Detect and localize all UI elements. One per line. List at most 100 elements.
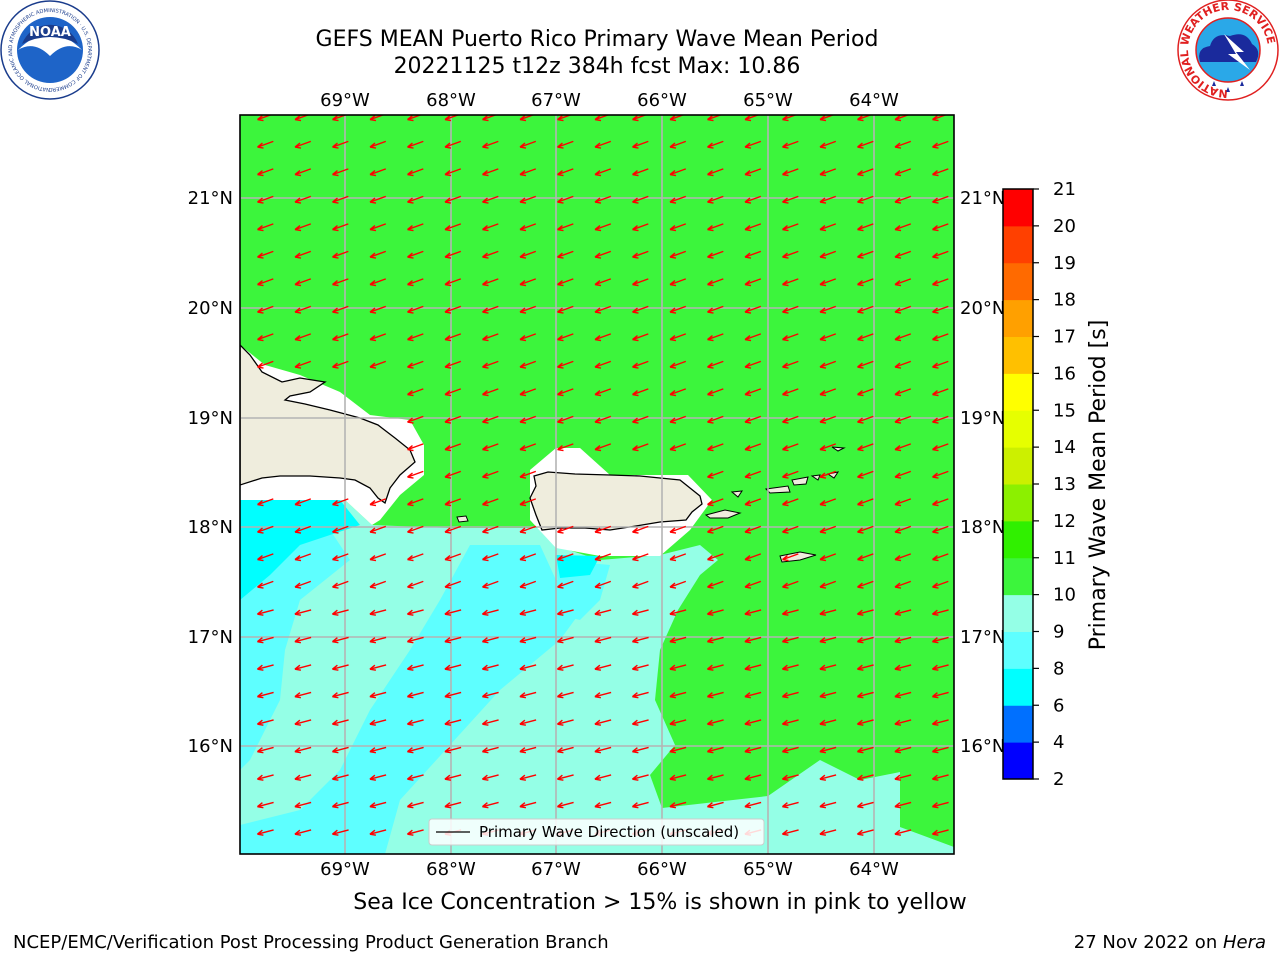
wave-arrow bbox=[444, 470, 462, 479]
wave-arrow bbox=[669, 691, 687, 699]
wave-arrow bbox=[744, 664, 762, 671]
lat-tick-label: 18°N bbox=[188, 517, 233, 538]
wave-arrow bbox=[632, 305, 649, 314]
wave-arrow bbox=[332, 525, 349, 534]
wave-arrow bbox=[294, 250, 312, 259]
wave-arrow bbox=[781, 719, 799, 726]
wave-arrow bbox=[482, 388, 499, 397]
wave-arrow bbox=[706, 746, 724, 754]
wave-arrow bbox=[594, 305, 612, 314]
lat-tick-label: 21°N bbox=[960, 188, 1005, 209]
wave-arrow bbox=[557, 580, 574, 589]
wave-arrow bbox=[894, 691, 912, 699]
wave-arrow bbox=[782, 388, 799, 397]
wave-arrow bbox=[782, 553, 799, 562]
wave-arrow bbox=[819, 609, 837, 616]
wave-arrow bbox=[632, 580, 649, 589]
lon-tick-label: 67°W bbox=[531, 859, 581, 880]
wave-arrow bbox=[669, 278, 687, 287]
wave-arrow bbox=[331, 719, 349, 726]
wave-arrow bbox=[407, 305, 424, 314]
wave-arrow bbox=[669, 168, 687, 177]
wave-arrow bbox=[407, 470, 424, 479]
wave-arrow bbox=[369, 223, 387, 232]
wave-arrow bbox=[857, 553, 874, 562]
wave-arrow bbox=[707, 388, 724, 397]
wave-arrow bbox=[369, 498, 387, 507]
land-culebra bbox=[730, 490, 744, 498]
wave-arrow bbox=[931, 664, 949, 671]
wave-arrow bbox=[369, 195, 387, 204]
wave-arrow bbox=[594, 719, 612, 726]
lon-tick-label: 66°W bbox=[637, 90, 687, 111]
wave-arrow bbox=[931, 774, 949, 781]
wave-arrow bbox=[594, 801, 612, 809]
wave-arrow bbox=[932, 140, 949, 149]
wave-arrow bbox=[744, 250, 762, 259]
wave-arrow bbox=[632, 168, 649, 177]
wave-arrow bbox=[857, 580, 874, 589]
wave-arrow bbox=[856, 636, 874, 644]
wave-arrow bbox=[331, 829, 349, 836]
noaa-bird-icon bbox=[18, 34, 82, 56]
wave-arrow bbox=[369, 525, 387, 534]
wave-arrow bbox=[782, 415, 799, 424]
lon-tick-label: 69°W bbox=[320, 859, 370, 880]
wave-arrow bbox=[406, 829, 424, 836]
wave-arrow bbox=[632, 195, 649, 204]
wave-arrow bbox=[819, 829, 837, 836]
wave-arrow bbox=[819, 305, 837, 314]
wave-arrow bbox=[407, 443, 424, 452]
wave-arrow bbox=[707, 250, 724, 259]
colorbar-tick-label: 4 bbox=[1053, 732, 1064, 753]
wave-arrow bbox=[257, 140, 274, 149]
wave-arrow bbox=[444, 664, 462, 671]
wave-arrow bbox=[744, 168, 762, 177]
wave-arrow bbox=[744, 691, 762, 699]
wave-arrow bbox=[931, 719, 949, 726]
wave-arrow bbox=[481, 691, 499, 699]
colorbar-segment bbox=[1003, 484, 1033, 522]
wave-arrow bbox=[819, 115, 835, 122]
wave-arrow bbox=[482, 443, 499, 452]
wave-arrow bbox=[369, 140, 387, 149]
wave-arrow bbox=[482, 168, 499, 177]
wave-arrow bbox=[669, 609, 687, 616]
wave-arrow bbox=[294, 636, 312, 644]
wave-arrow bbox=[781, 664, 799, 671]
wave-arrow bbox=[857, 278, 874, 287]
wave-arrow bbox=[707, 195, 724, 204]
wave-arrow bbox=[669, 774, 687, 781]
wave-arrow bbox=[782, 333, 799, 342]
wave-arrow bbox=[856, 609, 874, 616]
wave-arrow bbox=[782, 498, 799, 507]
lon-tick-label: 66°W bbox=[637, 859, 687, 880]
wave-arrow bbox=[407, 525, 424, 534]
wave-arrow bbox=[482, 140, 499, 149]
wave-arrow bbox=[669, 305, 687, 314]
wave-arrow bbox=[819, 415, 837, 424]
wave-arrow bbox=[932, 470, 949, 479]
wave-arrow bbox=[406, 719, 424, 726]
wave-arrow bbox=[294, 691, 312, 699]
ocean-cyan-band bbox=[240, 545, 600, 854]
wave-arrow bbox=[256, 801, 274, 809]
wave-arrow bbox=[482, 470, 499, 479]
wave-arrow bbox=[819, 195, 837, 204]
wave-arrow bbox=[744, 580, 762, 589]
wave-arrow bbox=[932, 580, 949, 589]
wave-arrow bbox=[706, 691, 724, 699]
wave-arrow bbox=[744, 801, 762, 809]
nws-cloud-icon bbox=[1199, 34, 1259, 62]
wave-arrow bbox=[707, 415, 724, 424]
wave-arrow bbox=[331, 746, 349, 754]
colorbar-segment bbox=[1003, 520, 1033, 559]
wave-arrow bbox=[669, 250, 687, 259]
wave-arrow bbox=[894, 470, 912, 479]
wave-arrow bbox=[669, 388, 687, 397]
wave-arrow bbox=[444, 388, 462, 397]
lon-tick-label: 68°W bbox=[426, 90, 476, 111]
wave-arrow bbox=[857, 305, 874, 314]
wave-arrow bbox=[744, 525, 762, 534]
wave-arrow bbox=[594, 195, 612, 204]
